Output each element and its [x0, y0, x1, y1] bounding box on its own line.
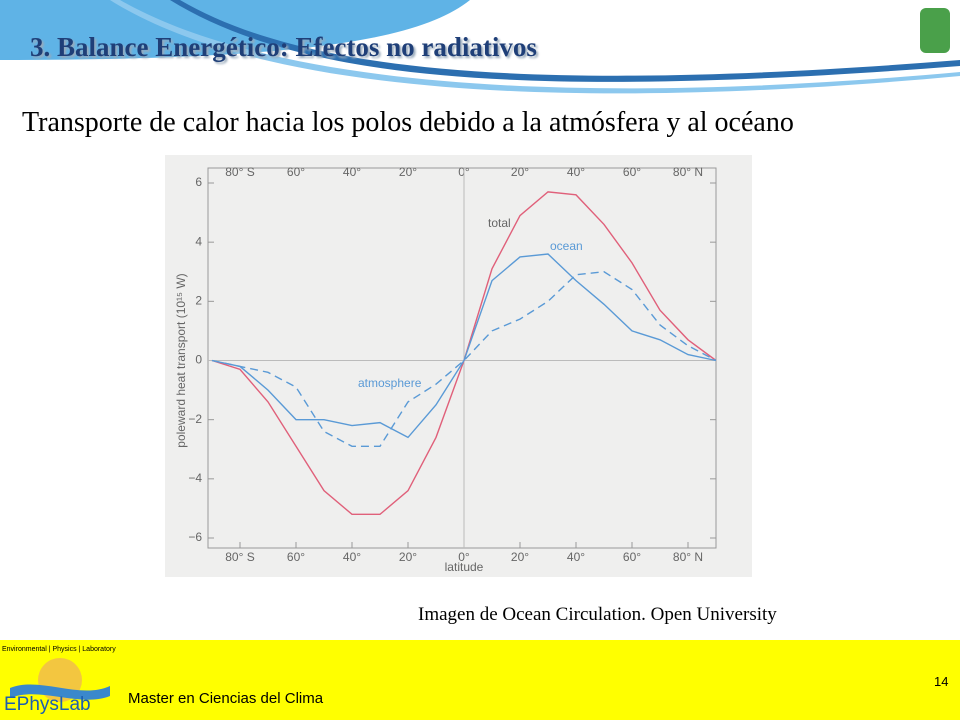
- logo-text: Environmental | Physics | Laboratory: [2, 646, 116, 653]
- x-tick-label: 20°: [511, 550, 529, 564]
- series-label: atmosphere: [358, 376, 422, 390]
- series-label: total: [488, 216, 511, 230]
- x-tick-label-top: 60°: [287, 165, 305, 179]
- y-tick-label: −6: [188, 530, 202, 544]
- x-tick-label-top: 80° N: [673, 165, 703, 179]
- footer-bar: [0, 640, 960, 720]
- x-tick-label: 20°: [399, 550, 417, 564]
- y-tick-label: −2: [188, 412, 202, 426]
- series-line: [211, 253, 717, 439]
- caption: Imagen de Ocean Circulation. Open Univer…: [418, 604, 777, 625]
- x-tick-label: 40°: [567, 550, 585, 564]
- x-tick-label: 80° N: [673, 550, 703, 564]
- x-tick-label-top: 40°: [343, 165, 361, 179]
- y-tick-label: 2: [195, 294, 202, 308]
- x-axis-label: latitude: [445, 560, 484, 574]
- y-tick-label: 0: [195, 353, 202, 367]
- logo-name: EPhysLab: [4, 694, 91, 715]
- x-tick-label: 40°: [343, 550, 361, 564]
- series-line: [211, 271, 717, 447]
- logo: [10, 658, 110, 702]
- x-tick-label-top: 20°: [399, 165, 417, 179]
- x-tick-label-top: 40°: [567, 165, 585, 179]
- x-tick-label: 60°: [623, 550, 641, 564]
- page-number: 14: [934, 674, 949, 689]
- x-tick-label-top: 60°: [623, 165, 641, 179]
- footer-text: Master en Ciencias del Clima: [128, 690, 324, 707]
- y-tick-label: −4: [188, 471, 202, 485]
- plot-frame: [207, 167, 717, 549]
- slide-title: 3. Balance Energético: Efectos no radiat…: [30, 32, 537, 62]
- series-label: ocean: [550, 239, 583, 253]
- chart: −6 −4 −2 0 2 4 6 80° S 80° S 60° 60° 40° 40° 20° 20° 0°…: [165, 155, 752, 577]
- x-tick-label: 80° S: [225, 550, 254, 564]
- y-tick-label: 6: [195, 175, 202, 189]
- x-tick-label: 0°: [458, 550, 470, 564]
- header-swoosh: [0, 0, 960, 94]
- y-tick-label: 4: [195, 234, 202, 248]
- x-tick-label-top: 20°: [511, 165, 529, 179]
- y-axis-label: poleward heat transport (10¹⁵ W): [174, 273, 188, 447]
- x-tick-label-top: 80° S: [225, 165, 254, 179]
- body-text: Transporte de calor hacia los polos debi…: [22, 107, 794, 138]
- x-tick-label: 60°: [287, 550, 305, 564]
